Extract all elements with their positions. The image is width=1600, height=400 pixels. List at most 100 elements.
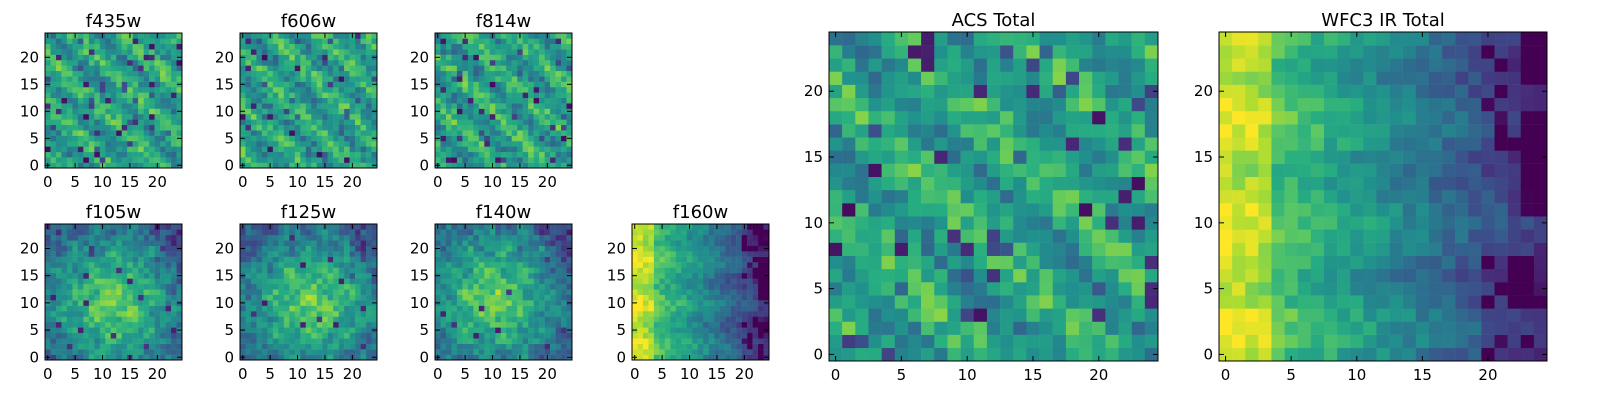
heatmap-cell xyxy=(316,87,323,93)
heatmap-cell xyxy=(473,234,480,241)
heatmap-cell xyxy=(517,97,523,104)
heatmap-cell xyxy=(686,234,693,241)
heatmap-cell xyxy=(1013,189,1027,204)
heatmap-cell xyxy=(267,54,274,61)
heatmap-cell xyxy=(489,81,496,88)
heatmap-cell xyxy=(143,70,150,77)
heatmap-cell xyxy=(171,283,177,290)
heatmap-cell xyxy=(752,332,759,339)
heatmap-cell xyxy=(506,60,512,66)
heatmap-cell xyxy=(462,240,469,247)
heatmap-cell xyxy=(349,38,356,45)
heatmap-cell xyxy=(110,76,117,82)
heatmap-cell xyxy=(371,224,378,230)
heatmap-cell xyxy=(451,103,458,109)
heatmap-cell xyxy=(143,146,150,153)
heatmap-cell xyxy=(160,119,166,126)
heatmap-cell xyxy=(72,229,79,236)
x-tick-label: 0 xyxy=(238,365,248,383)
heatmap-cell xyxy=(692,349,699,355)
heatmap-cell xyxy=(138,119,144,126)
heatmap-cell xyxy=(83,305,90,312)
heatmap-cell xyxy=(316,119,323,126)
heatmap-cell xyxy=(747,349,753,355)
heatmap-cell xyxy=(478,70,485,77)
heatmap-cell xyxy=(105,234,112,241)
heatmap-cell xyxy=(467,141,474,147)
heatmap-cell xyxy=(462,119,469,126)
heatmap-cell xyxy=(555,135,562,142)
heatmap-cell xyxy=(88,311,95,317)
heatmap-cell xyxy=(947,321,961,335)
heatmap-cell xyxy=(176,157,183,163)
heatmap-cell xyxy=(349,146,356,153)
heatmap-cell xyxy=(500,256,507,263)
heatmap-cell xyxy=(55,43,62,50)
heatmap-cell xyxy=(445,321,452,328)
heatmap-cell xyxy=(648,256,655,263)
heatmap-cell xyxy=(94,321,101,328)
heatmap-cell xyxy=(881,163,896,178)
heatmap-cell xyxy=(149,70,155,77)
heatmap-cell xyxy=(261,70,268,77)
heatmap-cell xyxy=(473,76,480,82)
heatmap-cell xyxy=(143,76,150,82)
heatmap-cell xyxy=(322,135,328,142)
heatmap-cell xyxy=(165,70,172,77)
heatmap-cell xyxy=(921,242,935,256)
heatmap-cell xyxy=(149,262,155,268)
heatmap-cell xyxy=(261,119,268,126)
heatmap-cell xyxy=(316,49,323,55)
heatmap-cell xyxy=(642,234,649,241)
heatmap-cell xyxy=(94,151,101,158)
x-tick-label: 10 xyxy=(288,365,307,383)
heatmap-cell xyxy=(261,76,268,82)
heatmap-cell xyxy=(88,234,95,241)
heatmap-cell xyxy=(664,224,671,230)
heatmap-cell xyxy=(283,354,290,361)
heatmap-cell xyxy=(132,289,139,295)
heatmap-cell xyxy=(116,92,122,99)
heatmap-cell xyxy=(561,76,567,82)
heatmap-cell xyxy=(511,135,518,142)
heatmap-cell xyxy=(517,262,523,268)
heatmap-cell xyxy=(697,283,704,290)
heatmap-cell xyxy=(300,245,307,252)
heatmap-cell xyxy=(445,146,452,153)
heatmap-cell xyxy=(349,305,356,312)
heatmap-cell xyxy=(344,349,350,355)
heatmap-cell xyxy=(708,305,715,312)
heatmap-cell xyxy=(555,54,562,61)
heatmap-cell xyxy=(278,354,285,361)
heatmap-cell xyxy=(349,81,356,88)
heatmap-cell xyxy=(555,289,562,295)
heatmap-cell xyxy=(250,240,257,247)
heatmap-cell xyxy=(440,70,447,77)
heatmap-cell xyxy=(1039,163,1053,178)
heatmap-cell xyxy=(349,103,356,109)
heatmap-cell xyxy=(355,327,361,334)
heatmap-cell xyxy=(132,240,139,247)
heatmap-cell xyxy=(566,305,573,312)
heatmap-cell xyxy=(528,332,534,339)
heatmap-cell xyxy=(176,65,183,72)
heatmap-cell xyxy=(45,278,51,285)
heatmap-cell xyxy=(143,224,150,230)
heatmap-cell xyxy=(171,240,177,247)
heatmap-cell xyxy=(517,108,523,115)
heatmap-cell xyxy=(366,289,372,295)
heatmap-cell xyxy=(250,162,257,169)
heatmap-cell xyxy=(506,157,512,163)
heatmap-cell xyxy=(829,282,843,296)
heatmap-cell xyxy=(77,43,84,50)
heatmap-cell xyxy=(719,245,726,252)
heatmap-cell xyxy=(544,43,551,50)
heatmap-cell xyxy=(659,272,666,279)
heatmap-cell xyxy=(708,262,715,268)
heatmap-cell xyxy=(692,224,699,230)
heatmap-cell xyxy=(267,135,274,142)
heatmap-cell xyxy=(333,81,339,88)
heatmap-cell xyxy=(714,272,720,279)
heatmap-cell xyxy=(758,224,764,230)
heatmap-cell xyxy=(250,146,257,153)
